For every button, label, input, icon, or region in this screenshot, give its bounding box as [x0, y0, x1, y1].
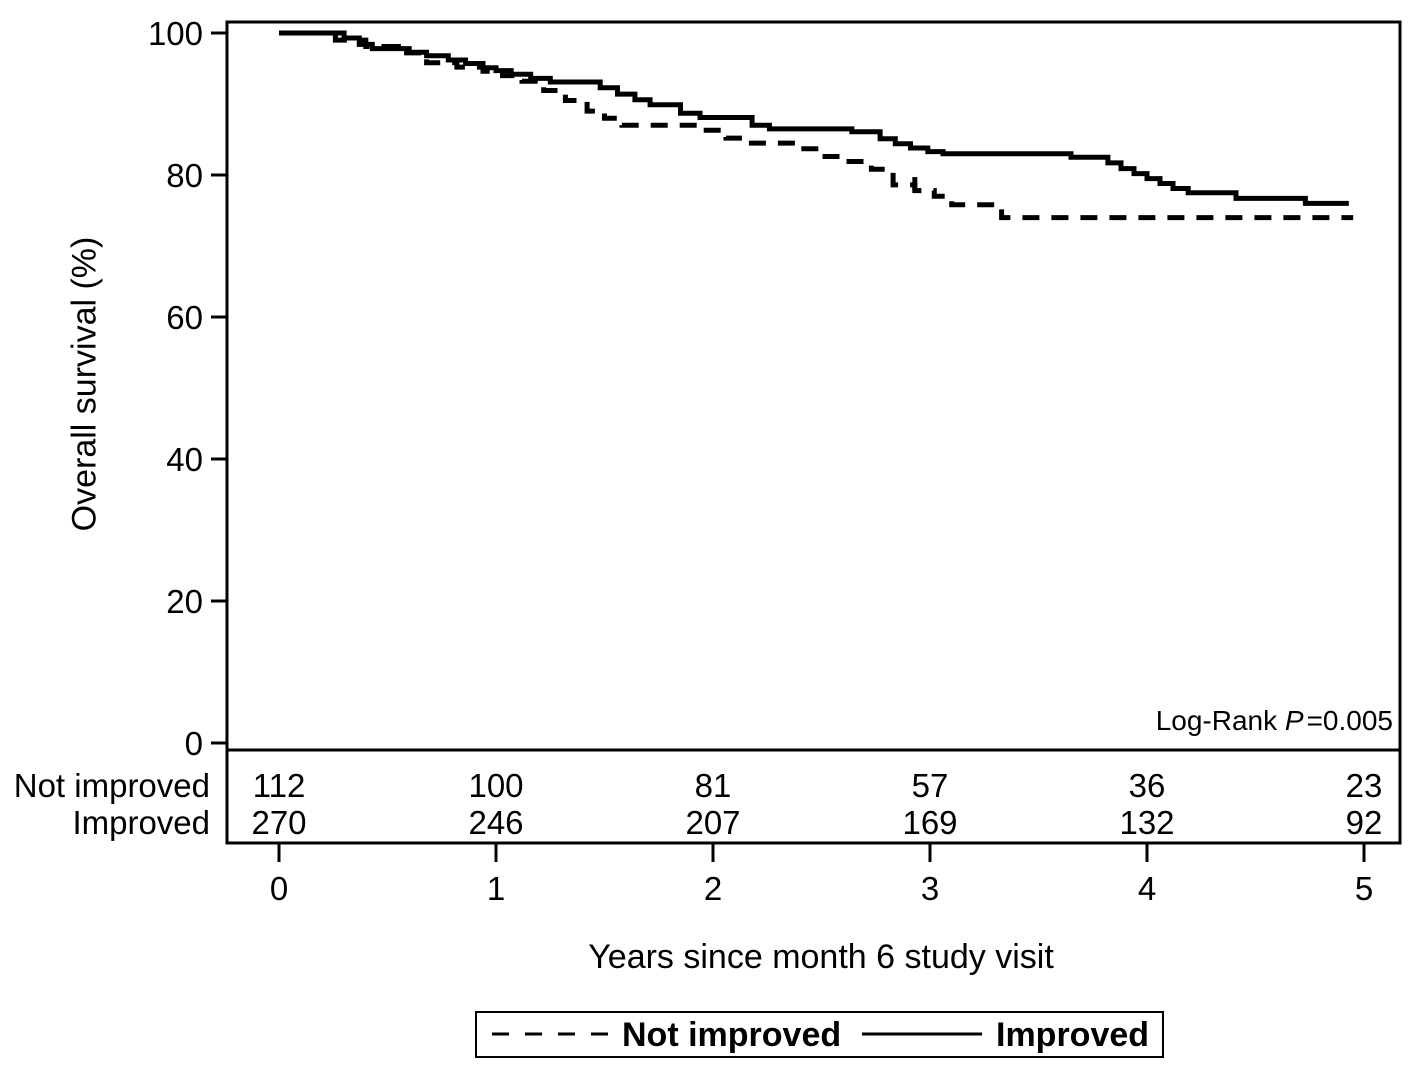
- risk-count: 81: [694, 767, 732, 804]
- legend-border: [475, 1011, 1164, 1058]
- survival-curves: [279, 30, 1354, 221]
- legend-label-not-improved: Not improved: [622, 1016, 842, 1054]
- y-tick-label-60: 60: [166, 299, 203, 336]
- log-rank-p-symbol: P: [1284, 705, 1304, 736]
- x-tick-label-0: 0: [269, 870, 289, 907]
- risk-count: 132: [1119, 804, 1175, 841]
- risk-count: 57: [911, 767, 949, 804]
- risk-count: 23: [1345, 767, 1383, 804]
- y-tick-label-20: 20: [166, 583, 203, 620]
- legend: [475, 1011, 1164, 1058]
- y-axis-ticks: [211, 31, 227, 745]
- x-tick-label-1: 1: [486, 870, 506, 907]
- x-tick-label-5: 5: [1354, 870, 1374, 907]
- risk-row-label-not-improved: Not improved: [13, 767, 210, 804]
- log-rank-prefix: Log-Rank: [1155, 705, 1285, 736]
- curve-not-improved: [279, 30, 1354, 221]
- x-tick-label-2: 2: [703, 870, 723, 907]
- x-axis-title: Years since month 6 study visit: [588, 938, 1054, 976]
- risk-table-border: [225, 748, 1402, 845]
- log-rank-value: =0.005: [1306, 705, 1393, 736]
- risk-count: 169: [902, 804, 958, 841]
- x-axis-ticks: [277, 843, 1366, 862]
- risk-count: 112: [252, 767, 306, 804]
- y-axis-title: Overall survival (%): [65, 236, 104, 532]
- legend-label-improved: Improved: [996, 1016, 1150, 1054]
- risk-count: 100: [468, 767, 524, 804]
- risk-count: 246: [468, 804, 524, 841]
- x-tick-label-3: 3: [920, 870, 940, 907]
- risk-count: 36: [1128, 767, 1166, 804]
- risk-count: 92: [1345, 804, 1383, 841]
- y-tick-label-100: 100: [147, 15, 203, 52]
- x-tick-label-4: 4: [1137, 870, 1157, 907]
- risk-count: 207: [685, 804, 741, 841]
- y-tick-label-0: 0: [184, 725, 203, 762]
- risk-row-label-improved: Improved: [72, 804, 210, 841]
- curve-improved: [279, 30, 1349, 206]
- log-rank-annotation: Log-Rank P =0.005: [1156, 705, 1393, 737]
- y-tick-label-80: 80: [166, 157, 203, 194]
- risk-count: 270: [251, 804, 307, 841]
- y-tick-label-40: 40: [166, 441, 203, 478]
